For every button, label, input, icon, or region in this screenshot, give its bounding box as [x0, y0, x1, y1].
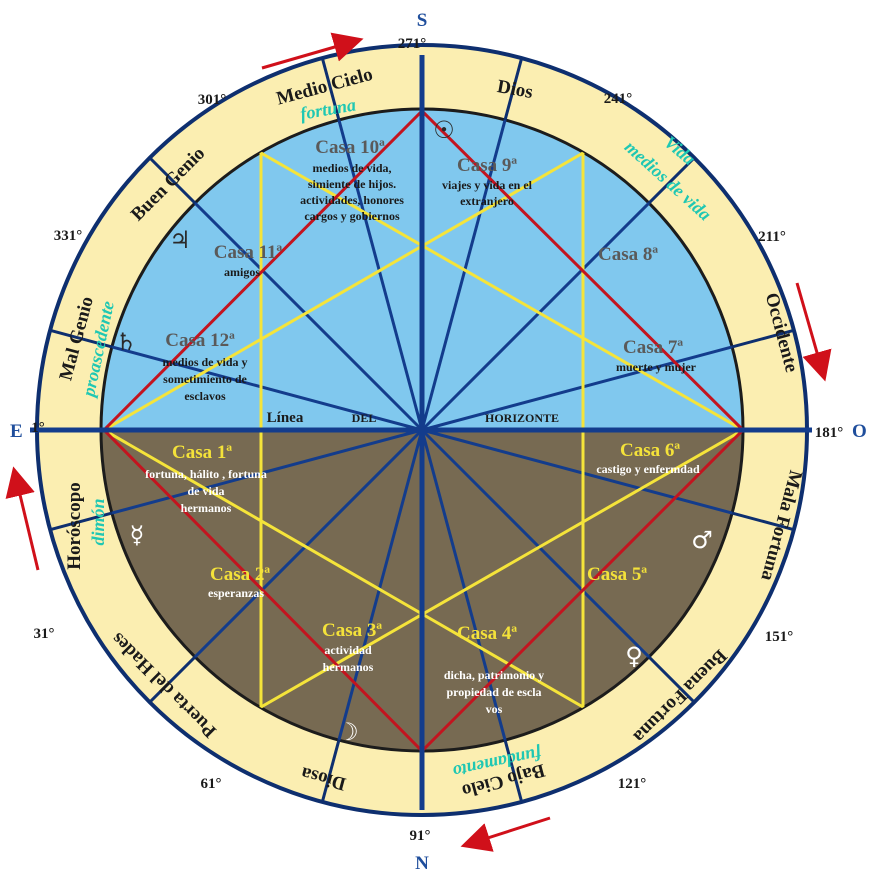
cardinal-north: N	[415, 853, 429, 874]
mercury-glyph-icon: ☿	[130, 521, 145, 549]
jupiter-glyph-icon: ♃	[169, 226, 191, 254]
house-10-title: Casa 10ª	[315, 137, 385, 158]
degree-61: 61°	[201, 776, 222, 792]
degree-1: 1°	[31, 420, 45, 436]
house-2-line1: esperanzas	[208, 586, 264, 600]
house-4-line2: propiedad de escla	[446, 685, 541, 699]
cardinal-south: S	[417, 10, 428, 31]
degree-91: 91°	[410, 828, 431, 844]
house-3-line2: hermanos	[323, 660, 374, 674]
degree-181: 181°	[815, 425, 844, 441]
house-2-title: Casa 2ª	[210, 564, 270, 585]
degree-331: 331°	[54, 228, 83, 244]
house-12-line1: medios de vida y	[162, 355, 247, 369]
house-12-title: Casa 12ª	[165, 330, 235, 351]
degree-271: 271°	[398, 36, 427, 52]
degree-241: 241°	[604, 91, 633, 107]
cardinal-east: E	[10, 421, 23, 442]
venus-glyph-icon: ♀	[625, 642, 643, 670]
degree-211: 211°	[758, 229, 786, 245]
house-8-title: Casa 8ª	[598, 244, 658, 265]
house-1-title: Casa 1ª	[172, 442, 232, 463]
sun-glyph-icon: ☉	[433, 116, 455, 144]
horizon-word-del: del	[352, 411, 377, 425]
house-11-line1: amigos	[224, 265, 260, 279]
label-horoscopo: Horóscopo	[64, 482, 85, 570]
house-6-line1: castigo y enfermdad	[596, 462, 700, 476]
house-7-title: Casa 7ª	[623, 337, 683, 358]
house-1-line1: fortuna, hálito , fortuna	[145, 467, 267, 481]
degree-121: 121°	[618, 776, 647, 792]
house-4-title: Casa 4ª	[457, 623, 517, 644]
house-5-title: Casa 5ª	[587, 564, 647, 585]
house-12-line2: sometimiento de	[163, 372, 247, 386]
horizon-word-horizonte: horizonte	[485, 411, 559, 425]
house-6-title: Casa 6ª	[620, 440, 680, 461]
label-daimon: dimón	[88, 498, 108, 545]
arrow-bottom	[472, 818, 550, 843]
house-4-line1: dicha, patrimonio y	[444, 668, 544, 682]
house-9-line1: viajes y vida en el	[442, 178, 533, 192]
saturn-glyph-icon: ♄	[115, 328, 137, 356]
house-10-line3: actividades, honores	[300, 193, 404, 207]
moon-glyph-icon: ☽	[337, 718, 359, 746]
house-9-title: Casa 9ª	[457, 155, 517, 176]
horizon-word-linea: Línea	[267, 410, 304, 426]
house-3-title: Casa 3ª	[322, 620, 382, 641]
house-10-line4: cargos y gobiernos	[304, 209, 400, 223]
house-3-line1: actividad	[324, 643, 372, 657]
house-1-line2: de vida	[187, 484, 224, 498]
arrow-left	[16, 478, 38, 570]
house-4-line3: vos	[486, 702, 503, 716]
house-7-line1: muerte y mujer	[616, 360, 697, 374]
house-9-line2: extranjero	[460, 194, 514, 208]
cardinal-west: O	[852, 421, 867, 442]
house-12-line3: esclavos	[184, 389, 226, 403]
house-10-line2: simiente de hijos.	[308, 177, 396, 191]
mars-glyph-icon: ♂	[691, 526, 713, 554]
house-11-title: Casa 11ª	[214, 242, 283, 263]
house-10-line1: medios de vida,	[312, 161, 391, 175]
house-1-line3: hermanos	[181, 501, 232, 515]
degree-301: 301°	[198, 92, 227, 108]
degree-151: 151°	[765, 629, 794, 645]
degree-31: 31°	[34, 626, 55, 642]
